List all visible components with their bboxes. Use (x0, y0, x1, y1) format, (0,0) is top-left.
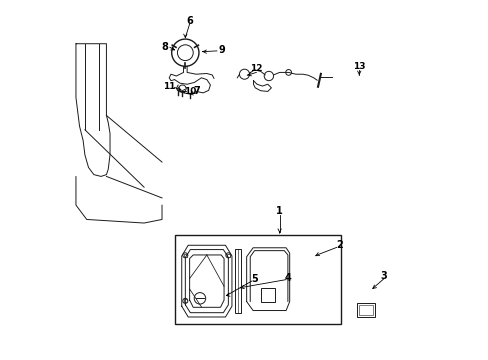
Text: 4: 4 (285, 273, 291, 283)
Text: 6: 6 (186, 16, 193, 26)
Bar (174, 234, 341, 324)
Text: 7: 7 (193, 86, 200, 96)
Text: 13: 13 (352, 62, 365, 71)
Bar (234, 249, 241, 314)
Text: 12: 12 (249, 64, 262, 73)
Bar (359, 305, 372, 315)
Text: 1: 1 (276, 206, 283, 216)
Text: 2: 2 (335, 239, 342, 249)
Text: 8: 8 (161, 42, 168, 51)
Bar (261, 288, 275, 302)
Text: 5: 5 (250, 274, 257, 284)
Text: 11: 11 (163, 82, 175, 91)
Text: 9: 9 (218, 45, 224, 55)
Bar (183, 300, 186, 302)
Bar (357, 303, 374, 317)
Bar (226, 254, 229, 257)
Bar (183, 254, 186, 257)
Text: 3: 3 (380, 271, 386, 281)
Text: 10: 10 (183, 86, 196, 95)
